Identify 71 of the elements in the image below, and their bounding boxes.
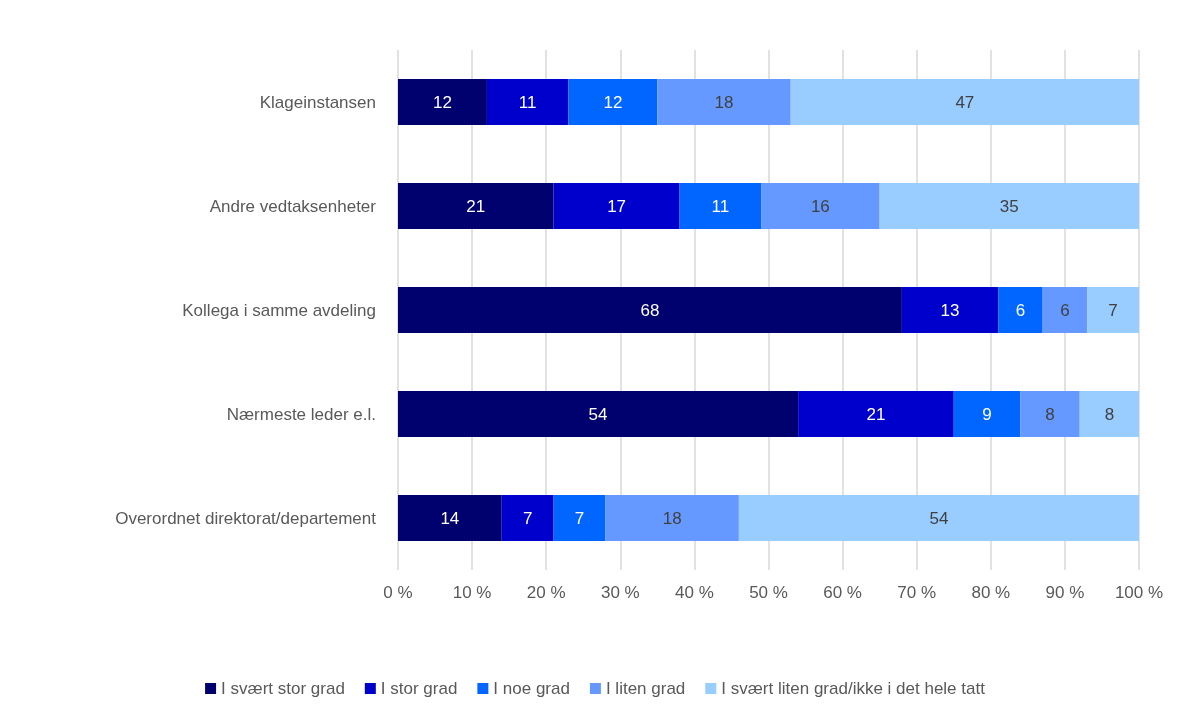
data-label: 47 [955, 92, 975, 112]
data-label: 14 [440, 508, 460, 528]
bar [1087, 287, 1139, 333]
x-tick-label: 100 % [1114, 583, 1164, 602]
data-label: 54 [588, 404, 608, 424]
x-tick-label: 80 % [971, 583, 1011, 602]
data-label: 7 [522, 508, 533, 528]
legend-label: I noe grad [493, 679, 570, 698]
bar [1020, 391, 1080, 437]
data-label: 13 [940, 300, 960, 320]
x-tick-label: 20 % [526, 583, 566, 602]
x-tick-label: 60 % [823, 583, 862, 602]
y-tick-label: Andre vedtaksenheter [209, 196, 377, 216]
y-tick-label: Klageinstansen [259, 92, 376, 112]
x-tick-label: 70 % [897, 583, 937, 602]
y-tick-label: Nærmeste leder e.l. [226, 404, 376, 424]
data-label: 7 [1108, 300, 1118, 320]
data-label: 9 [982, 404, 992, 424]
legend-label: I stor grad [380, 679, 458, 698]
bar [953, 391, 1021, 437]
bar [1079, 391, 1139, 437]
data-label: 8 [1104, 404, 1115, 424]
bar [398, 391, 799, 437]
y-tick-label: Kollega i samme avdeling [182, 300, 376, 320]
data-label: 11 [518, 92, 537, 112]
bar [553, 495, 606, 541]
data-label: 21 [466, 196, 486, 216]
data-label: 18 [662, 508, 682, 528]
data-label: 6 [1015, 300, 1026, 320]
y-tick-label: Overordnet direktorat/departement [115, 508, 377, 528]
data-label: 12 [603, 92, 623, 112]
bar [798, 391, 954, 437]
x-tick-label: 50 % [749, 583, 788, 602]
bar [568, 79, 658, 125]
bar [398, 79, 487, 125]
x-tick-label: 40 % [675, 583, 714, 602]
legend-label: I svært liten grad/ikke i det hele tatt [721, 679, 986, 698]
bar [605, 495, 739, 541]
bar [879, 183, 1139, 229]
bar [553, 183, 680, 229]
x-tick-label: 90 % [1045, 583, 1085, 602]
bar [679, 183, 762, 229]
bar [657, 79, 791, 125]
x-tick-label: 30 % [600, 583, 640, 602]
x-tick-label: 0 % [383, 583, 413, 602]
bar [486, 79, 569, 125]
data-label: 12 [433, 92, 452, 112]
data-label: 54 [929, 508, 949, 528]
data-label: 8 [1045, 404, 1055, 424]
data-label: 18 [714, 92, 734, 112]
bar [398, 183, 554, 229]
bar [790, 79, 1139, 125]
x-tick-label: 10 % [452, 583, 492, 602]
bar [398, 495, 502, 541]
bar [901, 287, 999, 333]
data-label: 17 [607, 196, 627, 216]
legend-label: I liten grad [605, 679, 686, 698]
bar [998, 287, 1043, 333]
legend-label: I svært stor grad [221, 679, 345, 698]
data-label: 68 [640, 300, 660, 320]
bar [738, 495, 1139, 541]
bar [501, 495, 554, 541]
bar [1042, 287, 1088, 333]
data-label: 11 [711, 196, 730, 216]
data-label: 6 [1060, 300, 1070, 320]
bar [761, 183, 880, 229]
data-label: 35 [999, 196, 1019, 216]
data-label: 21 [866, 404, 886, 424]
data-label: 16 [810, 196, 830, 216]
bar [398, 287, 902, 333]
data-label: 7 [574, 508, 585, 528]
